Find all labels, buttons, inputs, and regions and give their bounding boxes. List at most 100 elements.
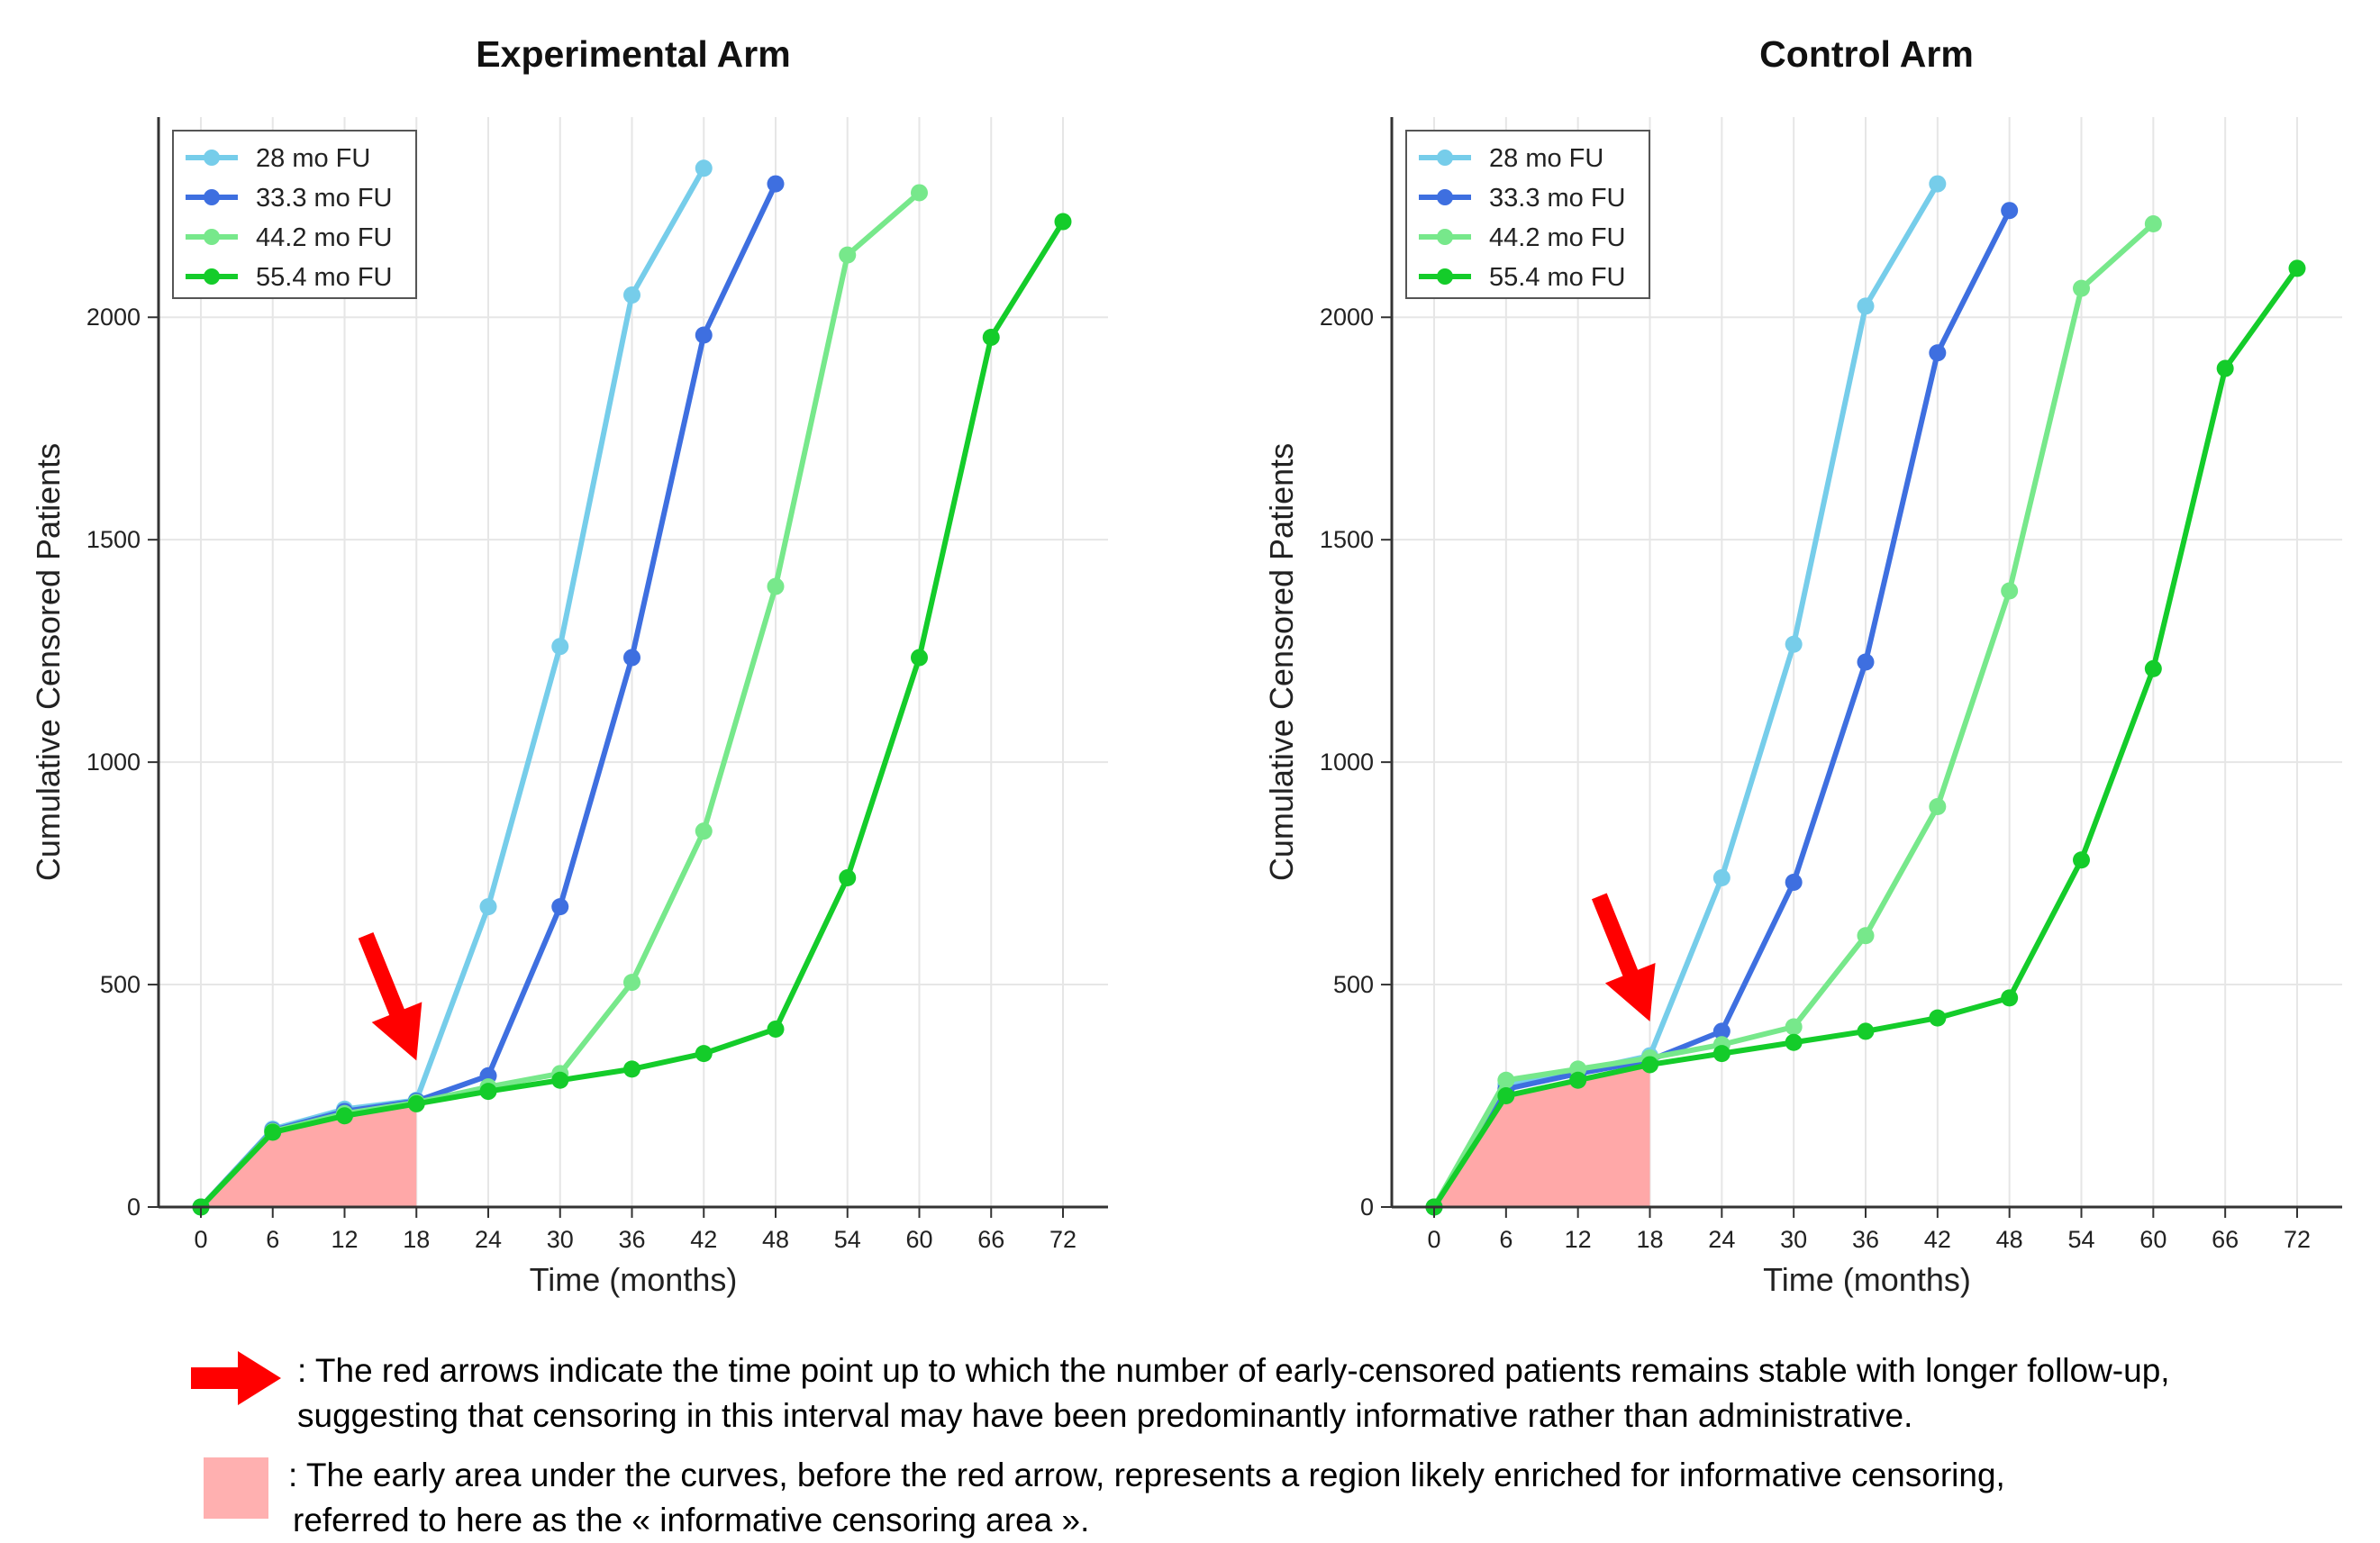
y-tick-label: 0: [127, 1194, 141, 1221]
area-note-line2: referred to here as the « informative ce…: [293, 1502, 1090, 1538]
data-point: [623, 1060, 640, 1078]
data-point: [1497, 1087, 1515, 1105]
x-tick-label: 12: [331, 1226, 358, 1253]
series-33-3-mo-fu: [1425, 202, 2019, 1216]
data-point: [551, 1071, 569, 1089]
series-line: [1431, 182, 1940, 1209]
data-point: [1641, 1056, 1658, 1074]
x-tick-label: 54: [2067, 1226, 2094, 1253]
data-point: [911, 184, 928, 202]
legend-label: 33.3 mo FU: [256, 184, 393, 213]
data-point: [479, 1083, 497, 1101]
legend-swatch-point: [1437, 150, 1453, 166]
y-tick-label: 2000: [1320, 304, 1374, 331]
chart-legend: 28 mo FU 33.3 mo FU 44.2 mo FU 55.4 mo FU: [1405, 130, 1650, 299]
data-point: [1712, 1022, 1730, 1040]
data-point: [982, 328, 1000, 346]
y-tick-label: 1500: [1320, 526, 1374, 553]
y-tick-label: 2000: [86, 304, 141, 331]
x-tick-label: 30: [547, 1226, 574, 1253]
legend-swatch-point: [1437, 268, 1453, 285]
data-point: [1929, 175, 1947, 193]
data-point: [264, 1123, 282, 1141]
area-note-line1: : The early area under the curves, befor…: [288, 1457, 2005, 1493]
data-point: [2073, 851, 2090, 869]
data-point: [767, 577, 785, 595]
data-point: [479, 898, 497, 916]
data-point: [2001, 582, 2019, 600]
chart-title: Control Arm: [1759, 33, 1974, 75]
x-tick-label: 36: [1852, 1226, 1879, 1253]
legend-label: 28 mo FU: [256, 144, 370, 173]
x-tick-label: 60: [905, 1226, 932, 1253]
data-point: [2288, 259, 2306, 277]
red-arrow-shape: [1591, 893, 1656, 1021]
data-point: [767, 175, 785, 193]
legend-swatch-point: [204, 189, 220, 205]
data-point: [1785, 1018, 1803, 1036]
x-tick-label: 0: [194, 1226, 207, 1253]
x-tick-label: 36: [618, 1226, 645, 1253]
y-axis-label: Cumulative Censored Patients: [30, 443, 67, 881]
x-tick-label: 42: [1924, 1226, 1951, 1253]
data-point: [1929, 798, 1947, 816]
data-point: [1785, 1033, 1803, 1051]
informative-area-swatch: [204, 1457, 268, 1519]
data-point: [1712, 869, 1730, 887]
data-point: [2144, 215, 2162, 233]
x-tick-label: 42: [690, 1226, 717, 1253]
data-point: [1712, 1045, 1730, 1063]
chart-control: Control Arm 0 6 12 18 24 30 36 42 48 54 60 66 72 0 500 1…: [1263, 33, 2342, 1298]
arrow-note-line2: suggesting that censoring in this interv…: [297, 1397, 1913, 1434]
x-tick-label: 48: [762, 1226, 789, 1253]
x-tick-label: 6: [1499, 1226, 1512, 1253]
red-arrow-shape: [191, 1351, 281, 1405]
legend-label: 33.3 mo FU: [1489, 184, 1626, 213]
y-tick-label: 1000: [86, 749, 141, 776]
data-point: [623, 649, 640, 667]
y-tick-label: 0: [1360, 1194, 1374, 1221]
x-tick-label: 0: [1427, 1226, 1440, 1253]
chart-title: Experimental Arm: [476, 33, 790, 75]
data-point: [839, 869, 857, 887]
data-point: [407, 1094, 425, 1112]
legend-swatch-point: [204, 268, 220, 285]
data-point: [1569, 1071, 1587, 1089]
legend-swatch-point: [204, 150, 220, 166]
data-point: [911, 649, 928, 667]
data-point: [695, 159, 713, 177]
x-tick-label: 66: [2212, 1226, 2239, 1253]
series-line: [198, 167, 706, 1210]
legend-swatch-point: [204, 229, 220, 245]
data-point: [1785, 635, 1803, 653]
data-point: [1929, 344, 1947, 362]
informative-censoring-area: [201, 1103, 417, 1207]
data-point: [839, 246, 857, 264]
x-tick-label: 6: [266, 1226, 279, 1253]
data-point: [767, 1020, 785, 1038]
chart-experimental: Experimental Arm 0 6 12 18 24 30 36 42 48 54 60 66 72…: [30, 33, 1108, 1298]
data-point: [2216, 359, 2234, 377]
legend-label: 55.4 mo FU: [256, 263, 393, 292]
x-tick-label: 24: [475, 1226, 502, 1253]
y-tick-label: 1000: [1320, 749, 1374, 776]
data-point: [1857, 297, 1875, 315]
data-point: [695, 326, 713, 344]
x-tick-label: 12: [1565, 1226, 1592, 1253]
legend-label: 44.2 mo FU: [256, 223, 393, 252]
x-tick-label: 72: [1049, 1226, 1076, 1253]
legend-label: 44.2 mo FU: [1489, 223, 1626, 252]
data-point: [1054, 213, 1072, 231]
red-arrow-icon: [358, 931, 422, 1061]
x-tick-label: 60: [2139, 1226, 2167, 1253]
y-tick-label: 500: [1333, 971, 1374, 998]
data-point: [551, 898, 569, 916]
arrow-note-line1: : The red arrows indicate the time point…: [297, 1352, 2170, 1389]
data-point: [1857, 1022, 1875, 1040]
x-tick-label: 54: [834, 1226, 861, 1253]
data-point: [1497, 1071, 1515, 1089]
y-tick-label: 1500: [86, 526, 141, 553]
data-point: [1857, 653, 1875, 671]
x-tick-label: 66: [977, 1226, 1004, 1253]
